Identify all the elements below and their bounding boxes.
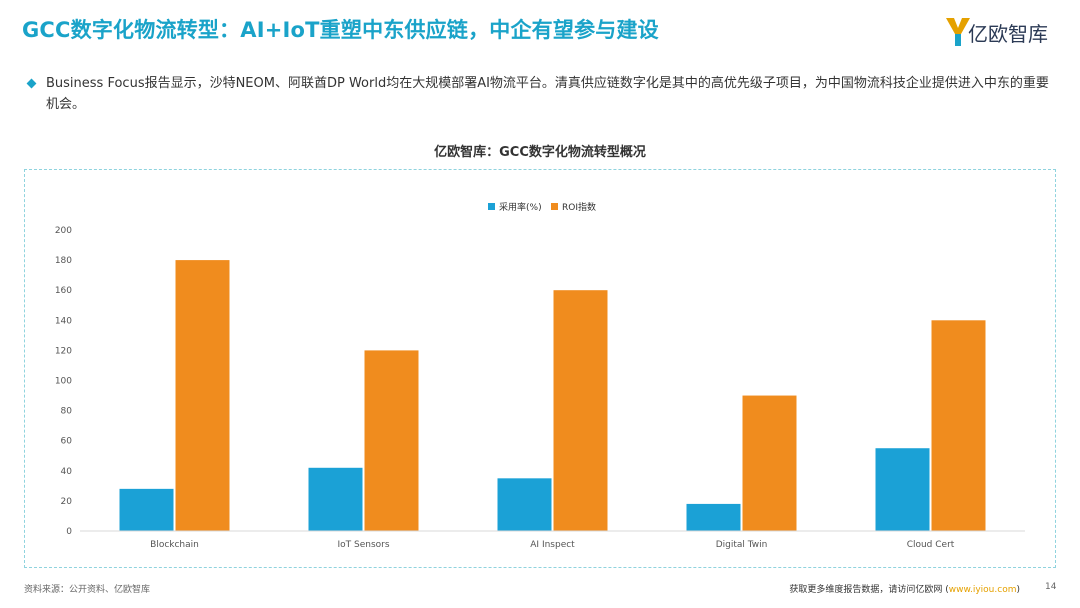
source-note: 资料来源：公开资料、亿欧智库: [24, 585, 151, 595]
legend-label: 采用率(%): [499, 201, 542, 213]
legend-label: ROI指数: [562, 201, 596, 213]
bar-roi: [931, 320, 986, 531]
bar-roi: [553, 290, 608, 531]
page-title: GCC数字化物流转型：AI+IoT重塑中东供应链，中企有望参与建设: [22, 18, 659, 42]
y-tick-label: 0: [66, 527, 72, 537]
legend-swatch: [488, 203, 495, 210]
y-tick-label: 200: [55, 226, 72, 236]
y-tick-label: 60: [61, 437, 73, 447]
y-axis: 0 20 40 60 80 100 120 140 160 180 200: [55, 226, 72, 537]
bar-adoption: [686, 503, 741, 531]
y-tick-label: 180: [55, 256, 72, 266]
x-tick-label: AI Inspect: [530, 540, 575, 550]
y-tick-label: 40: [61, 467, 73, 477]
chart-frame: [24, 169, 1056, 568]
y-tick-label: 100: [55, 377, 72, 387]
y-tick-label: 80: [61, 407, 73, 417]
x-tick-label: Blockchain: [150, 540, 199, 550]
bar-series: [119, 260, 986, 531]
y-tick-label: 160: [55, 286, 72, 296]
brand-logo-icon: [946, 18, 970, 46]
bar-adoption: [119, 488, 174, 531]
chart-title: 亿欧智库：GCC数字化物流转型概况: [434, 145, 646, 160]
x-tick-label: Cloud Cert: [907, 540, 955, 550]
x-tick-label: Digital Twin: [716, 540, 768, 550]
legend-swatch: [551, 203, 558, 210]
footer-prefix: 获取更多维度报告数据，请访问亿欧网 (: [789, 585, 949, 595]
bar-adoption: [875, 448, 930, 531]
footer-link[interactable]: www.iyiou.com: [948, 585, 1017, 595]
y-tick-label: 20: [61, 497, 73, 507]
brand-logo-text: 亿欧智库: [968, 22, 1048, 46]
x-axis: Blockchain IoT Sensors AI Inspect Digital T…: [80, 530, 1025, 550]
bar-roi: [364, 350, 419, 531]
footer-suffix: ): [1016, 585, 1020, 595]
bar-roi: [175, 260, 230, 531]
y-tick-label: 120: [55, 346, 72, 356]
x-tick-label: IoT Sensors: [337, 540, 389, 550]
summary-bullet: Business Focus报告显示，沙特NEOM、阿联酋DP World均在大…: [26, 73, 1060, 115]
summary-text: Business Focus报告显示，沙特NEOM、阿联酋DP World均在大…: [46, 76, 1049, 112]
footer-note: 获取更多维度报告数据，请访问亿欧网 (www.iyiou.com): [789, 582, 1020, 595]
bar-roi: [742, 395, 797, 531]
chart-legend: 采用率(%) ROI指数: [488, 201, 596, 213]
y-tick-label: 140: [55, 316, 72, 326]
bar-adoption: [497, 478, 552, 531]
bar-adoption: [308, 467, 363, 531]
page-number: 14: [1045, 582, 1057, 592]
